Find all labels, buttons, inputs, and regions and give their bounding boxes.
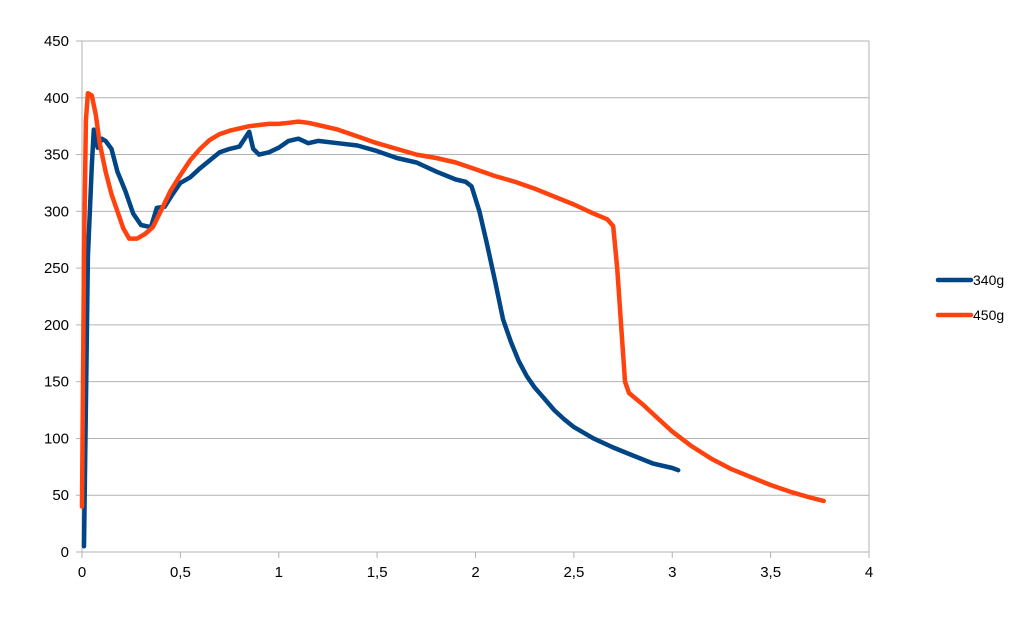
legend-item: 450g [935, 307, 1004, 323]
y-tick-label: 450 [44, 33, 69, 50]
axes: 0 50 100 150 200 250 300 350 400 450 0 0,5 1 1,5 2 2,5 3… [44, 33, 873, 581]
legend-item: 340g [935, 272, 1004, 288]
y-tick-label: 200 [44, 317, 69, 334]
legend-label: 450g [973, 307, 1004, 323]
y-tick-label: 350 [44, 147, 69, 164]
y-tick-label: 0 [61, 544, 69, 561]
series-line-340g [81, 127, 681, 549]
y-tick-label: 400 [44, 90, 69, 107]
y-tick-label: 50 [52, 487, 69, 504]
series-line-450g [79, 90, 826, 509]
x-tick-label: 2,5 [563, 564, 584, 581]
legend: 340g 450g [935, 272, 1004, 323]
gridlines [82, 40, 869, 496]
x-tick-label: 3,5 [760, 564, 781, 581]
x-tick-label: 2 [471, 564, 479, 581]
x-tick-label: 3 [668, 564, 676, 581]
plot-series [79, 90, 826, 549]
x-tick-label: 4 [865, 564, 873, 581]
x-tick-label: 0 [78, 564, 86, 581]
y-tick-label: 150 [44, 374, 69, 391]
x-tick-label: 1,5 [367, 564, 388, 581]
y-tick-label: 100 [44, 430, 69, 447]
legend-label: 340g [973, 272, 1004, 288]
y-tick-label: 250 [44, 260, 69, 277]
x-tick-label: 0,5 [170, 564, 191, 581]
x-tick-label: 1 [275, 564, 283, 581]
y-tick-label: 300 [44, 203, 69, 220]
